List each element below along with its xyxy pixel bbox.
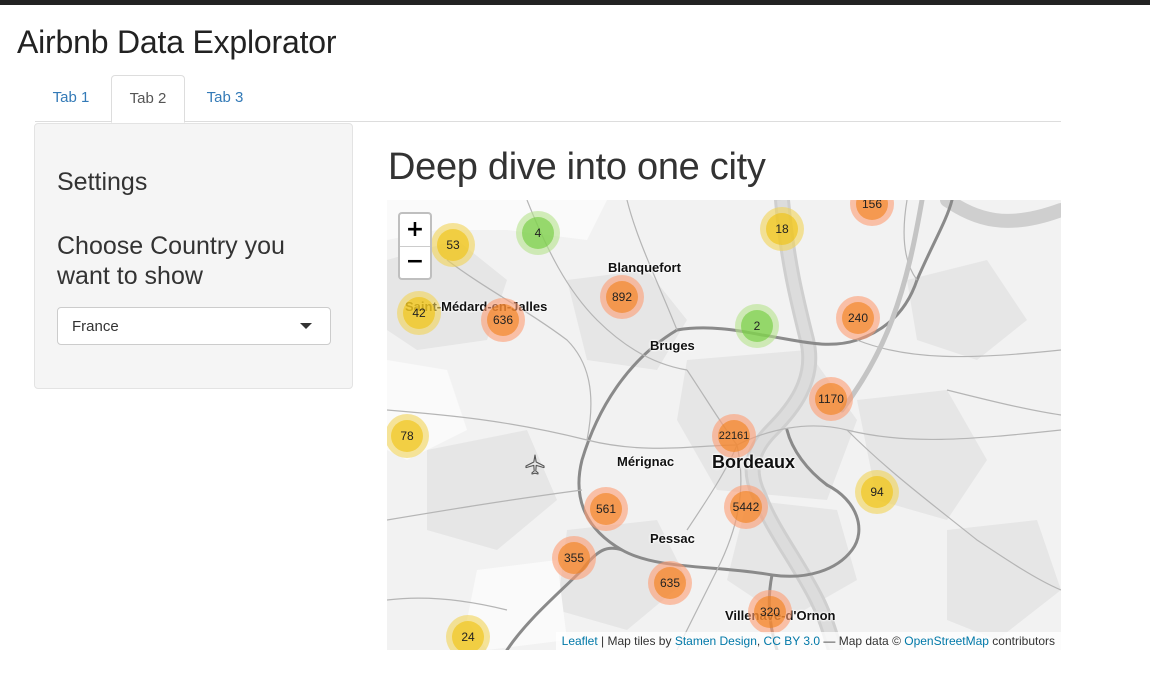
place-label-pessac: Pessac: [650, 531, 695, 546]
attribution-text: — Map data ©: [820, 634, 905, 648]
zoom-control: + −: [398, 212, 432, 280]
tab-bar: Tab 1 Tab 2 Tab 3: [35, 75, 1061, 123]
tab-3[interactable]: Tab 3: [206, 89, 244, 106]
country-select-value: France: [72, 318, 119, 335]
zoom-in-button[interactable]: +: [400, 214, 430, 247]
cc-by-license-link[interactable]: CC BY 3.0: [763, 634, 821, 648]
cluster-marker[interactable]: 42: [397, 291, 441, 335]
cluster-marker[interactable]: 1170: [809, 377, 853, 421]
cluster-marker[interactable]: 635: [648, 561, 692, 605]
page-title: Deep dive into one city: [388, 146, 766, 188]
place-label-blanquefort: Blanquefort: [608, 260, 681, 275]
top-bar: [0, 0, 1150, 5]
app-title: Airbnb Data Explorator: [17, 24, 337, 60]
map[interactable]: + − Blanquefort Saint-Médard-en-Jalles B…: [387, 200, 1061, 650]
tab-2[interactable]: Tab 2: [111, 75, 185, 123]
map-attribution: Leaflet | Map tiles by Stamen Design, CC…: [555, 632, 1061, 650]
place-label-bruges: Bruges: [650, 338, 695, 353]
cluster-marker[interactable]: 78: [387, 414, 429, 458]
cluster-marker[interactable]: 2: [735, 304, 779, 348]
settings-panel: Settings Choose Country you want to show…: [34, 123, 353, 389]
settings-heading: Settings: [57, 168, 148, 196]
cluster-marker[interactable]: 320: [748, 590, 792, 634]
airplane-icon: [525, 454, 545, 475]
country-select[interactable]: France: [57, 307, 331, 345]
place-label-merignac: Mérignac: [617, 454, 675, 469]
attribution-text: contributors: [988, 634, 1055, 648]
cluster-marker[interactable]: 53: [431, 223, 475, 267]
cluster-marker[interactable]: 240: [836, 296, 880, 340]
chevron-down-icon[interactable]: [300, 323, 312, 329]
cluster-marker[interactable]: 636: [481, 298, 525, 342]
cluster-marker[interactable]: 22161: [712, 414, 756, 458]
map-tiles: [387, 200, 1061, 650]
cluster-marker[interactable]: 24: [446, 615, 490, 650]
cluster-marker[interactable]: 94: [855, 470, 899, 514]
choose-country-heading: Choose Country you want to show: [57, 232, 285, 290]
cluster-marker[interactable]: 5442: [724, 485, 768, 529]
cluster-marker[interactable]: 892: [600, 275, 644, 319]
leaflet-link[interactable]: Leaflet: [561, 634, 598, 648]
zoom-out-button[interactable]: −: [405, 249, 425, 274]
cluster-marker[interactable]: 561: [584, 487, 628, 531]
openstreetmap-link[interactable]: OpenStreetMap: [904, 634, 989, 648]
cluster-marker[interactable]: 4: [516, 211, 560, 255]
attribution-text: | Map tiles by: [597, 634, 675, 648]
stamen-design-link[interactable]: Stamen Design: [674, 634, 757, 648]
cluster-marker[interactable]: 355: [552, 536, 596, 580]
tab-1[interactable]: Tab 1: [52, 89, 90, 106]
cluster-marker[interactable]: 18: [760, 207, 804, 251]
attribution-text: ,: [756, 634, 764, 648]
